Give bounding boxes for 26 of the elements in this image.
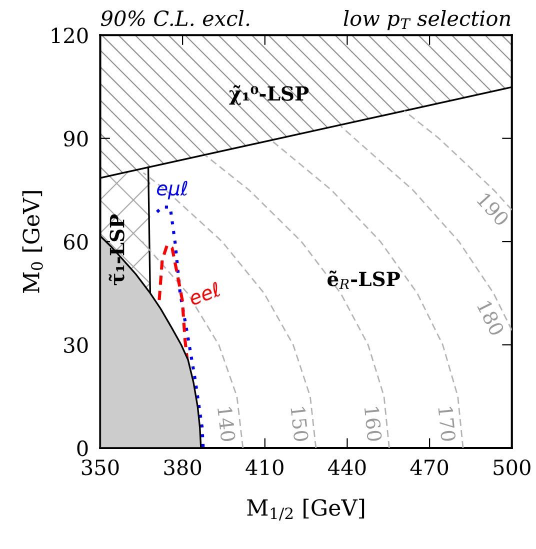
series-label: eμℓ bbox=[156, 180, 188, 200]
annotation: χ̃₁⁰-LSP bbox=[229, 85, 309, 105]
text: eeℓ bbox=[188, 282, 222, 306]
x-tick-label: 470 bbox=[410, 459, 448, 476]
text: 190 bbox=[476, 192, 510, 227]
x-axis-title: M$_{1/2}$ [GeV] bbox=[247, 498, 364, 520]
annotation: τ̃₁-LSP bbox=[108, 214, 124, 286]
chart-title: 90% C.L. excl. bbox=[100, 10, 250, 26]
text: 160 bbox=[364, 406, 382, 442]
x-tick-label: 410 bbox=[246, 459, 284, 476]
text: 180 bbox=[476, 300, 505, 336]
y-tick-label: 30 bbox=[64, 337, 88, 353]
x-tick-label: 440 bbox=[328, 459, 366, 476]
text: 150 bbox=[290, 406, 309, 442]
y-tick-label: 90 bbox=[64, 130, 88, 147]
x-tick-label: 500 bbox=[494, 459, 530, 476]
text: 140 bbox=[217, 406, 236, 442]
y-axis-title: M$_{0}$ [GeV] bbox=[22, 191, 43, 293]
y-tick-label: 120 bbox=[52, 28, 88, 44]
chart-subtitle: low p$_{T}$ selection bbox=[344, 10, 510, 30]
text: 170 bbox=[438, 406, 456, 442]
x-tick-label: 380 bbox=[164, 459, 202, 476]
y-tick-label: 60 bbox=[64, 234, 88, 250]
annotation: ẽ$_{R}$-LSP bbox=[328, 270, 400, 290]
x-tick-label: 350 bbox=[82, 459, 119, 476]
y-tick-label: 0 bbox=[77, 440, 88, 456]
